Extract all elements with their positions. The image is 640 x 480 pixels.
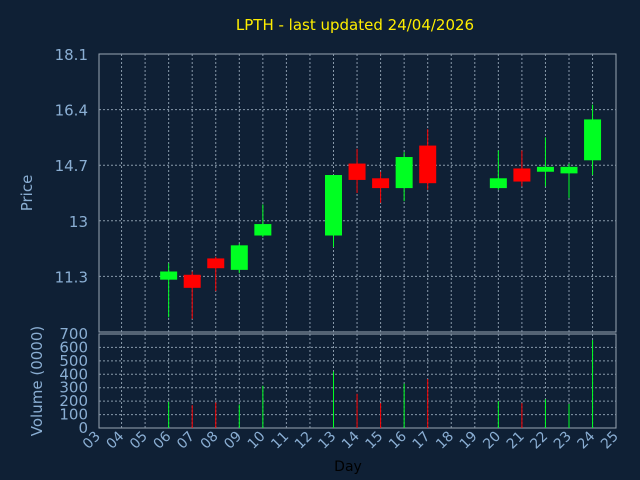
x-tick-label: 21 [504,429,528,453]
x-tick-label: 22 [527,429,551,453]
candle-body [230,245,248,270]
x-tick-label: 07 [174,429,198,453]
candles [160,104,602,319]
candle-body [489,178,507,189]
price-axis-ticks: 11.3 13 14.7 16.4 18.1 [55,46,88,286]
volume-tick-label: 300 [59,379,88,397]
x-tick-label: 13 [315,429,339,453]
x-tick-label: 10 [245,429,269,453]
x-axis-ticks: 03 04 05 06 07 08 09 10 11 12 13 14 15 16 17 18 19 20 21 22… [80,428,622,452]
x-tick-label: 19 [457,429,481,453]
volume-bars [168,340,594,428]
candle-body [348,163,366,180]
x-tick-label: 04 [103,428,127,452]
x-tick-label: 20 [480,429,504,453]
volume-tick-label: 0 [78,419,88,437]
volume-tick-label: 500 [59,352,88,370]
x-tick-label: 06 [151,428,175,452]
chart-title: LPTH - last updated 24/04/2026 [236,16,474,34]
y-axis-label-volume: Volume (0000) [28,326,46,436]
volume-tick-label: 600 [59,338,88,356]
x-tick-label: 12 [292,429,316,453]
x-tick-label: 25 [598,429,622,453]
x-tick-label: 24 [574,428,598,452]
x-tick-label: 14 [339,428,363,452]
candle-body [325,175,342,236]
volume-tick-label: 700 [59,325,88,343]
x-tick-label: 05 [127,429,151,453]
volume-tick-label: 200 [59,392,88,410]
x-tick-label: 09 [221,429,245,453]
y-axis-label-price: Price [18,175,36,212]
candle-body [560,166,578,174]
volume-tick-label: 400 [59,365,88,383]
price-panel: 11.3 13 14.7 16.4 18.1 [55,46,617,333]
candle-body [254,224,272,236]
price-tick-label: 18.1 [55,46,88,64]
candle-body [513,168,531,182]
price-tick-label: 14.7 [55,157,88,175]
candle-body [419,145,437,184]
candle-body [584,119,602,161]
candle-body [183,274,201,288]
volume-tick-label: 100 [59,406,88,424]
candle-body [160,271,178,280]
price-tick-label: 11.3 [55,268,88,286]
x-tick-label: 08 [198,429,222,453]
candle-body [207,258,225,269]
candle-body [536,166,554,172]
candle-body [372,178,390,189]
x-tick-label: 11 [268,429,292,453]
x-tick-label: 16 [386,428,410,452]
x-axis-label: Day [334,459,362,475]
x-tick-label: 23 [551,429,575,453]
price-tick-label: 16.4 [55,102,88,120]
price-tick-label: 13 [69,213,88,231]
candle-body [395,157,413,189]
x-tick-label: 15 [363,429,387,453]
x-tick-label: 17 [410,429,434,453]
x-tick-label: 18 [433,429,457,453]
